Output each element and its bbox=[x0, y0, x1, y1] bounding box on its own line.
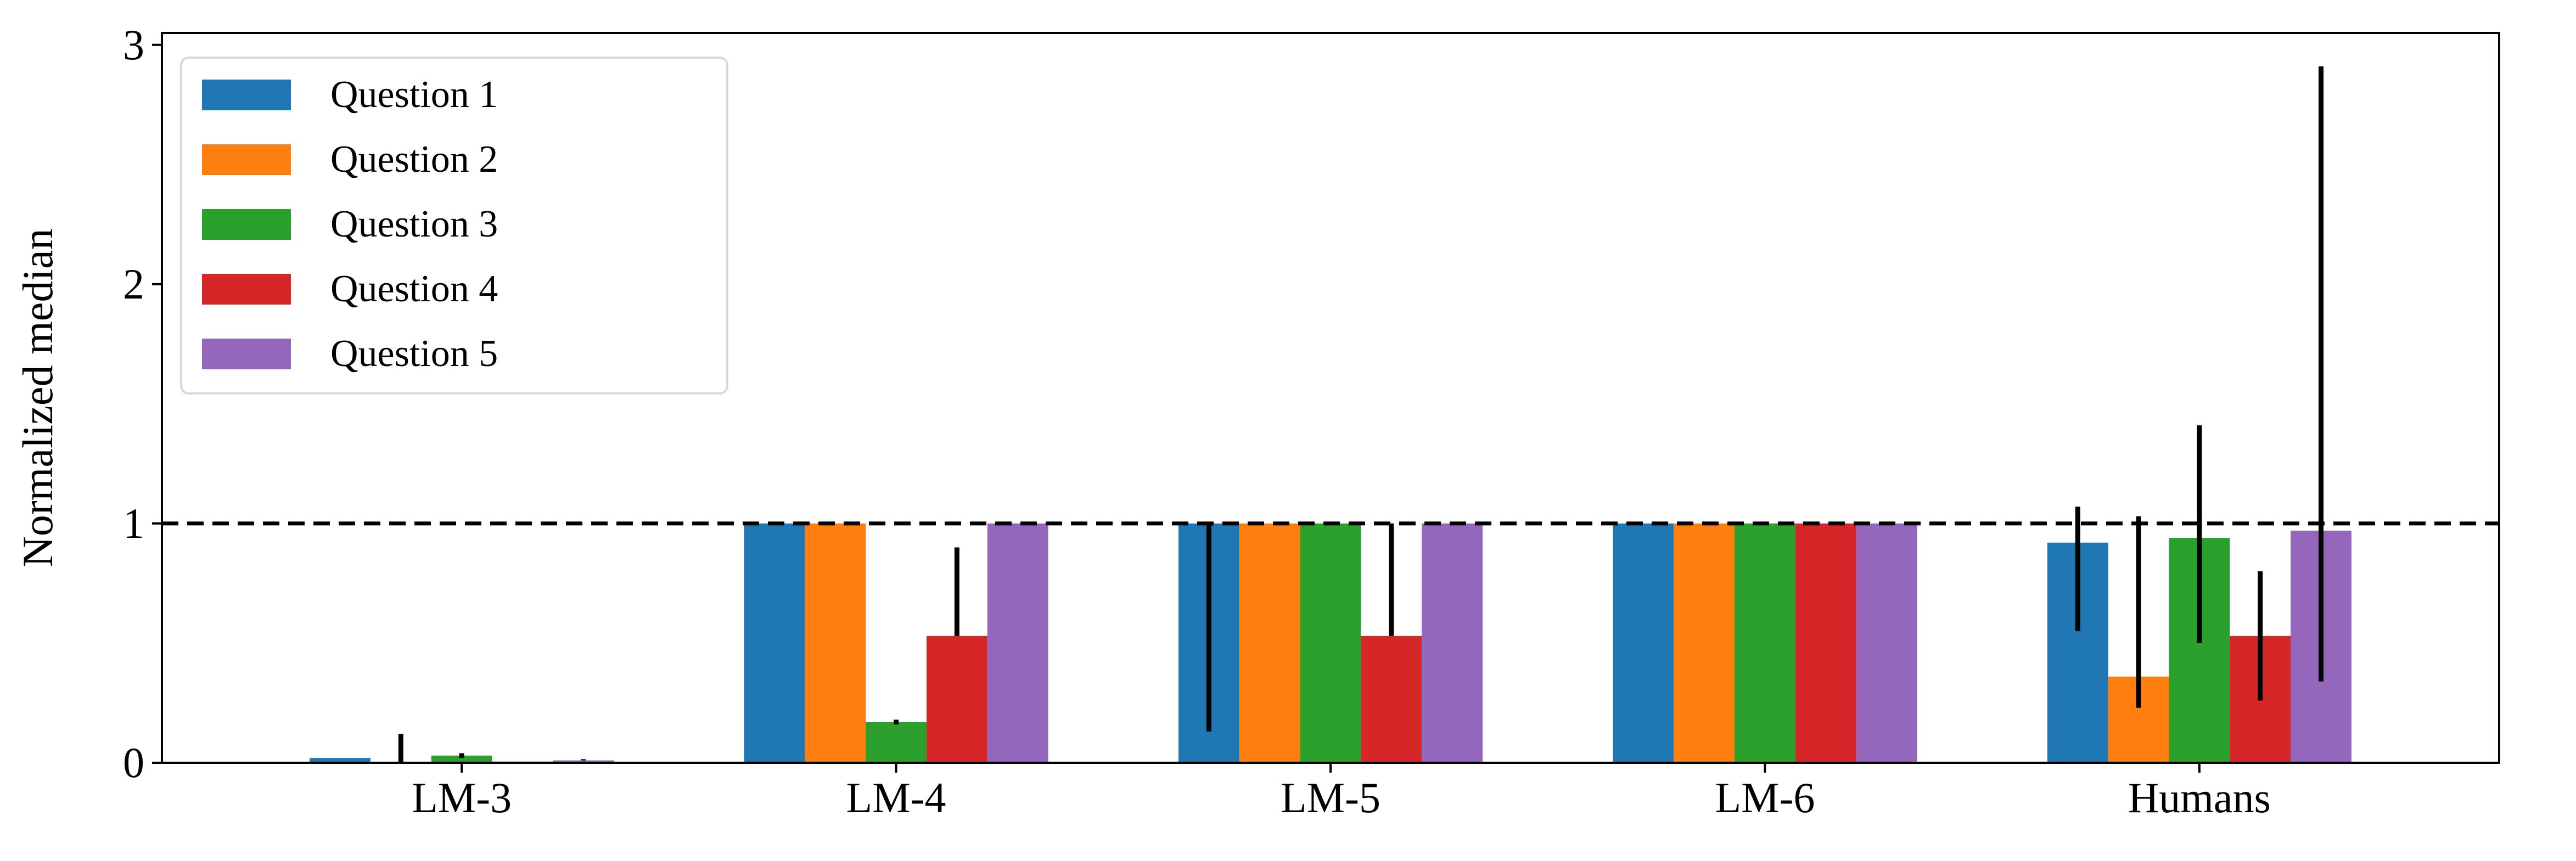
y-tick-label: 1 bbox=[123, 499, 144, 547]
bar-3-lm-3 bbox=[431, 755, 492, 763]
y-tick-label: 2 bbox=[123, 260, 144, 308]
bar-1-lm-3 bbox=[310, 758, 371, 763]
y-tick-label: 3 bbox=[123, 21, 144, 69]
y-tick-label: 0 bbox=[123, 739, 144, 786]
y-axis: 0 1 2 3 bbox=[123, 21, 162, 786]
bar-2-lm-5 bbox=[1239, 523, 1300, 763]
legend-label-4: Question 4 bbox=[330, 268, 498, 310]
bar-1-lm-6 bbox=[1613, 523, 1674, 763]
legend-box bbox=[180, 57, 728, 395]
errorbars-layer bbox=[398, 66, 2324, 763]
y-axis-label: Normalized median bbox=[14, 228, 61, 567]
bar-3-lm-6 bbox=[1735, 523, 1795, 763]
bar-5-lm-5 bbox=[1422, 523, 1483, 763]
bar-3-lm-5 bbox=[1300, 523, 1361, 763]
bar-3-lm-4 bbox=[866, 722, 927, 763]
bar-5-lm-3 bbox=[553, 760, 614, 763]
legend-swatch-1 bbox=[202, 80, 291, 110]
bars-layer bbox=[310, 523, 2351, 763]
x-tick-label: LM-4 bbox=[846, 774, 946, 821]
x-tick-label: Humans bbox=[2128, 774, 2271, 821]
bar-5-lm-6 bbox=[1856, 523, 1917, 763]
x-tick-label: LM-3 bbox=[412, 774, 512, 821]
legend-label-2: Question 2 bbox=[330, 138, 498, 181]
legend-swatch-4 bbox=[202, 274, 291, 305]
legend-label-5: Question 5 bbox=[330, 333, 498, 375]
bar-2-lm-4 bbox=[805, 523, 866, 763]
legend-swatch-2 bbox=[202, 144, 291, 175]
legend: Question 1 Question 2 Question 3 Question 4… bbox=[180, 57, 728, 395]
x-tick-label: LM-5 bbox=[1281, 774, 1380, 821]
bar-4-lm-5 bbox=[1361, 635, 1422, 763]
bar-2-lm-6 bbox=[1674, 523, 1735, 763]
bar-5-lm-4 bbox=[987, 523, 1048, 763]
bar-4-lm-6 bbox=[1795, 523, 1856, 763]
legend-label-3: Question 3 bbox=[330, 203, 498, 245]
x-axis: LM-3 LM-4 LM-5 LM-6 Humans bbox=[412, 763, 2271, 821]
bar-1-lm-4 bbox=[744, 523, 805, 763]
bar-4-lm-4 bbox=[926, 635, 987, 763]
legend-swatch-5 bbox=[202, 339, 291, 369]
legend-label-1: Question 1 bbox=[330, 74, 498, 116]
x-tick-label: LM-6 bbox=[1715, 774, 1815, 821]
legend-swatch-3 bbox=[202, 209, 291, 240]
